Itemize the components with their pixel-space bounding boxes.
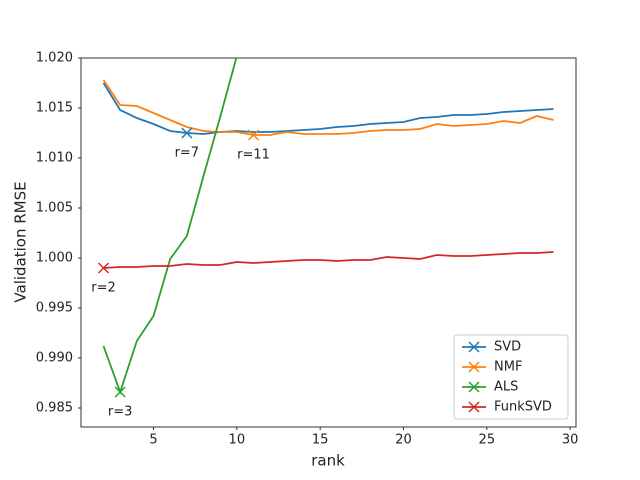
annotation: r=3 xyxy=(108,405,133,420)
x-tick-label: 25 xyxy=(479,433,496,448)
annotation: r=11 xyxy=(237,148,270,163)
y-tick-label: 1.015 xyxy=(36,101,73,116)
x-tick-label: 10 xyxy=(229,433,246,448)
series-line xyxy=(103,251,554,269)
y-axis-label: Validation RMSE xyxy=(12,181,30,302)
x-tick-label: 15 xyxy=(312,433,329,448)
legend-label: ALS xyxy=(494,380,518,395)
legend-marker xyxy=(468,361,480,373)
y-tick-label: 1.005 xyxy=(36,201,73,216)
best-marker xyxy=(247,129,260,141)
legend-label: NMF xyxy=(494,360,522,375)
series-line xyxy=(102,82,554,135)
series-line xyxy=(102,58,238,395)
x-tick-label: 5 xyxy=(149,433,157,448)
y-tick-label: 0.985 xyxy=(36,401,73,416)
best-marker xyxy=(181,127,193,139)
legend-marker xyxy=(468,341,480,353)
legend-marker xyxy=(468,401,480,413)
y-tick-label: 1.000 xyxy=(36,251,73,266)
y-tick-label: 1.010 xyxy=(36,151,73,166)
legend-label: SVD xyxy=(494,340,521,355)
legend-marker xyxy=(468,381,480,393)
legend-box xyxy=(453,334,569,420)
x-tick-label: 30 xyxy=(562,433,579,448)
x-axis-label: rank xyxy=(311,452,345,470)
best-marker xyxy=(97,262,110,274)
plot-area xyxy=(102,58,554,395)
legend-label: FunkSVD xyxy=(494,400,552,415)
y-tick-label: 1.020 xyxy=(36,51,73,66)
best-marker xyxy=(114,386,126,398)
annotation: r=2 xyxy=(91,281,116,296)
series-line xyxy=(102,79,554,136)
y-tick-label: 0.995 xyxy=(36,301,73,316)
y-tick-label: 0.990 xyxy=(36,351,73,366)
x-tick-label: 20 xyxy=(395,433,412,448)
annotation: r=7 xyxy=(175,146,200,161)
